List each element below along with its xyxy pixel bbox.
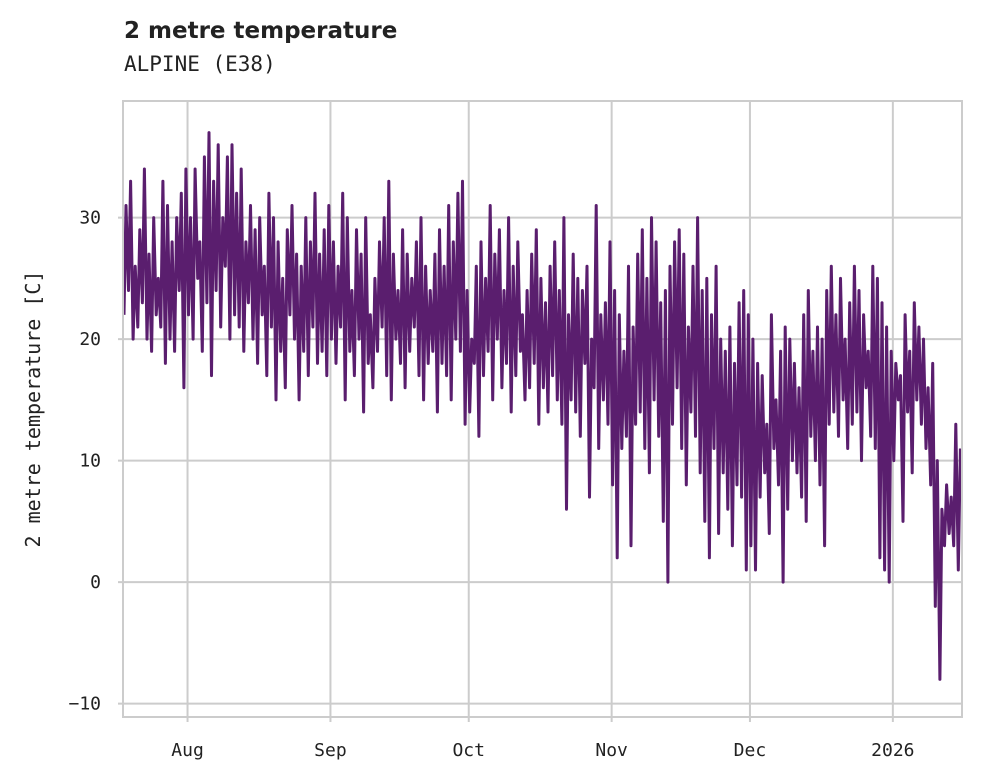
tick-labels: −10 0 10 20 30 Aug Sep Oct Nov Dec 2026 (68, 208, 914, 761)
chart-subtitle: ALPINE (E38) (124, 52, 276, 76)
y-tick-label: 30 (79, 208, 101, 229)
y-axis-label: 2 metre temperature [C] (21, 271, 45, 548)
chart-title: 2 metre temperature (124, 18, 398, 44)
x-tick-label: Aug (171, 740, 204, 761)
y-tick-label: −10 (68, 694, 101, 715)
plot-frame (122, 100, 963, 718)
x-tick-label: Nov (595, 740, 628, 761)
y-tick-label: 10 (79, 451, 101, 472)
y-tick-label: 0 (90, 572, 101, 593)
x-tick-label: Dec (734, 740, 767, 761)
series (122, 131, 962, 681)
temperature-line (122, 131, 962, 681)
y-tick-label: 20 (79, 329, 101, 350)
x-tick-label: Sep (314, 740, 347, 761)
x-tick-label: 2026 (871, 740, 914, 761)
x-tick-label: Oct (452, 740, 485, 761)
